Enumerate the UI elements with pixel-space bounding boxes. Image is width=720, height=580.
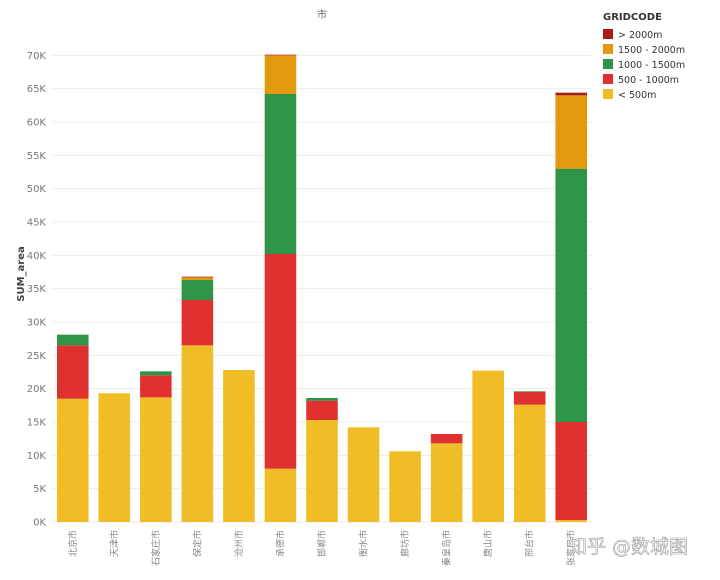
x-tick-label: 天津市 <box>108 530 120 557</box>
bar-segment <box>430 434 463 444</box>
y-tick-label: 65K <box>27 84 47 95</box>
bar-segment <box>140 375 172 398</box>
x-tick-label: 廊坊市 <box>399 530 411 557</box>
y-tick-label: 30K <box>27 318 47 329</box>
bar-segment <box>430 443 463 522</box>
y-axis-title: SUM_area <box>16 246 27 301</box>
bar-segment <box>555 92 588 96</box>
bar-segment <box>513 404 546 522</box>
bar-segment <box>56 398 89 522</box>
watermark: 知乎 @数城图 <box>568 536 688 558</box>
x-tick-label: 张家口市 <box>565 530 577 566</box>
x-axis-ticks: 北京市 天津市 石家庄市 保定市 沧州市 承德市 邯郸市 衡水市 廊坊市 秦皇岛市 唐山市 邢台市 张家… <box>67 530 577 566</box>
y-axis-ticks: 0K 5K 10K 15K 20K 25K 30K 35K 40K 45K 50K 55K 60K 65K… <box>27 51 47 529</box>
bar-segment <box>306 420 338 522</box>
x-tick-label: 承德市 <box>274 530 286 557</box>
y-tick-label: 20K <box>27 384 47 395</box>
bar-segment <box>555 168 588 422</box>
legend-swatch <box>603 59 613 69</box>
legend-swatch <box>603 74 613 84</box>
y-tick-label: 25K <box>27 351 47 362</box>
bar-segment <box>347 427 380 522</box>
y-tick-label: 70K <box>27 51 47 62</box>
legend-title: GRIDCODE <box>603 12 662 23</box>
x-tick-label: 邢台市 <box>524 530 536 557</box>
x-tick-label: 衡水市 <box>358 530 370 557</box>
legend-label: 1500 - 2000m <box>618 45 685 56</box>
x-tick-label: 沧州市 <box>233 530 245 557</box>
bar-segment <box>306 398 338 401</box>
bar-segment <box>264 94 297 254</box>
legend-label: > 2000m <box>618 30 662 41</box>
x-tick-label: 保定市 <box>191 530 203 557</box>
bar-segment <box>264 54 297 56</box>
bar-segment <box>181 277 214 280</box>
bar-segment <box>306 400 338 420</box>
y-tick-label: 60K <box>27 118 47 129</box>
y-tick-label: 5K <box>33 484 46 495</box>
bars <box>56 54 588 522</box>
legend-swatch <box>603 44 613 54</box>
legend-swatch <box>603 29 613 39</box>
x-tick-label: 北京市 <box>67 530 79 557</box>
x-tick-label: 石家庄市 <box>150 530 162 566</box>
x-tick-label: 唐山市 <box>482 530 494 557</box>
y-tick-label: 45K <box>27 218 47 229</box>
y-tick-label: 55K <box>27 151 47 162</box>
bar-segment <box>389 451 421 522</box>
bar-segment <box>264 468 297 522</box>
gridlines <box>52 54 592 523</box>
bar-segment <box>555 520 588 522</box>
y-tick-label: 10K <box>27 451 47 462</box>
bar-segment <box>223 370 255 522</box>
bar-segment <box>56 345 89 399</box>
bar-segment <box>513 392 546 405</box>
bar-segment <box>264 254 297 469</box>
x-tick-label: 秦皇岛市 <box>441 530 453 566</box>
bar-segment <box>140 397 172 522</box>
bar-segment <box>472 370 504 522</box>
bar-segment <box>56 334 89 346</box>
x-tick-label: 邯郸市 <box>316 530 328 557</box>
legend-label: < 500m <box>618 90 656 101</box>
y-tick-label: 0K <box>33 518 46 529</box>
bar-segment <box>555 422 588 520</box>
legend-swatch <box>603 89 613 99</box>
bar-segment <box>513 391 546 392</box>
legend-label: 1000 - 1500m <box>618 60 685 71</box>
bar-segment <box>140 371 172 376</box>
bar-segment <box>98 393 131 522</box>
bar-segment <box>181 276 214 278</box>
y-tick-label: 40K <box>27 251 47 262</box>
bar-segment <box>555 95 588 169</box>
bar-segment <box>181 300 214 346</box>
bar-segment <box>181 345 214 522</box>
legend-label: 500 - 1000m <box>618 75 679 86</box>
chart-title: 市 <box>317 8 327 21</box>
bar-segment <box>264 55 297 94</box>
legend: GRIDCODE > 2000m 1500 - 2000m 1000 - 1500m… <box>603 12 685 101</box>
y-tick-label: 50K <box>27 184 47 195</box>
y-tick-label: 35K <box>27 284 47 295</box>
y-tick-label: 15K <box>27 418 47 429</box>
bar-segment <box>181 280 214 300</box>
